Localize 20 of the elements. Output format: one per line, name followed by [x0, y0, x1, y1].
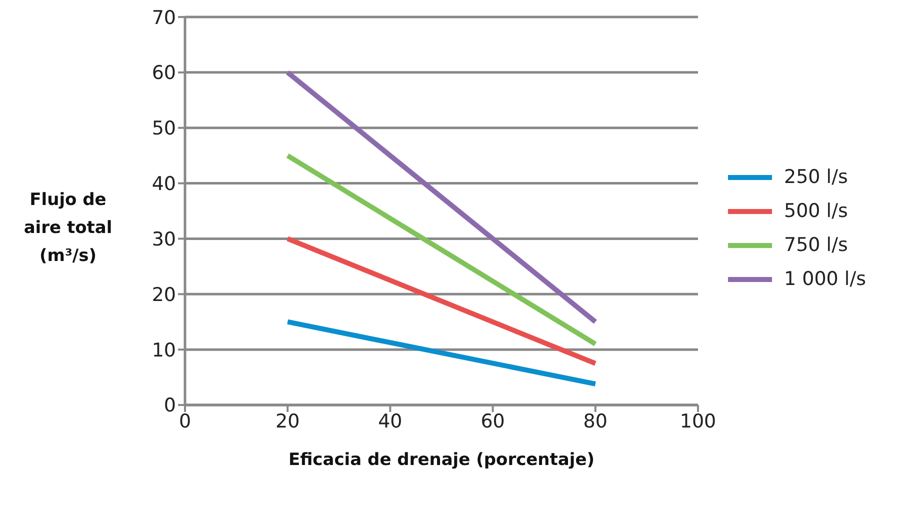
legend-label: 750 l/s — [784, 234, 848, 256]
y-axis-title: Flujo de aire total (m³/s) — [22, 189, 114, 268]
y-tick-label: 0 — [164, 394, 176, 417]
y-tick-label: 20 — [152, 284, 176, 306]
y-tick-label: 70 — [152, 6, 176, 29]
y-tick-label: 10 — [152, 339, 176, 362]
x-tick-label: 20 — [276, 410, 300, 432]
legend-label: 250 l/s — [784, 166, 848, 188]
y-tick-label: 30 — [152, 228, 176, 250]
y-tick-label: 40 — [152, 173, 176, 196]
y-tick-label: 60 — [152, 62, 176, 84]
x-tick-label: 80 — [583, 410, 608, 432]
x-tick-label: 60 — [480, 410, 505, 432]
legend-label: 500 l/s — [784, 200, 848, 222]
legend-label: 1 000 l/s — [784, 268, 866, 290]
y-tick-label: 50 — [152, 118, 176, 140]
x-tick-label: 40 — [378, 410, 402, 432]
x-tick-label: 100 — [680, 410, 716, 432]
x-axis-title: Eficacia de drenaje (porcentaje) — [287, 450, 596, 470]
x-tick-label: 0 — [178, 410, 192, 432]
